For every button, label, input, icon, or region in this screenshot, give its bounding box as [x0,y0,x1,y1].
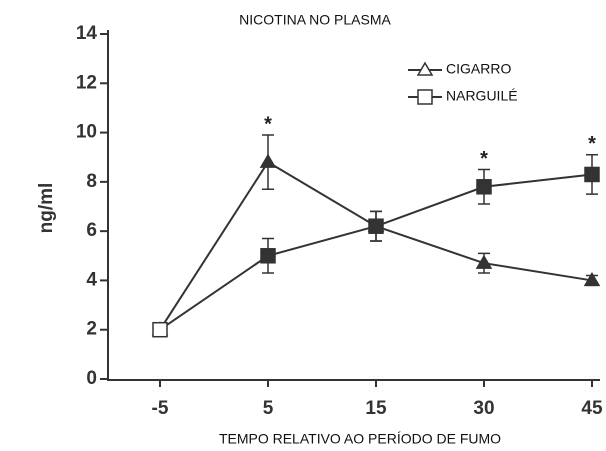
legend-label: NARGUILÉ [446,88,518,104]
x-axis-label: TEMPO RELATIVO AO PERÍODO DE FUMO [219,431,501,447]
annotation: * [480,148,488,170]
x-tick-label: 30 [473,398,494,419]
y-tick-label: 14 [76,23,98,44]
marker [152,321,168,338]
marker [417,89,433,105]
marker [260,248,276,264]
marker [583,271,601,287]
legend-label: CIGARRO [446,61,511,77]
marker [259,153,277,168]
marker [475,254,493,269]
series-line [159,173,593,331]
y-tick-label: 8 [86,171,97,192]
marker [368,218,384,234]
annotation: * [264,113,272,135]
x-tick-label: 5 [263,398,274,419]
x-tick-label: 45 [581,398,603,419]
x-tick-label: -5 [152,398,169,419]
annotation: * [588,133,596,155]
marker [584,166,600,183]
y-tick-label: 0 [86,368,97,389]
series-line [159,160,593,331]
marker [416,61,434,76]
y-tick-label: 10 [76,122,97,143]
y-tick-label: 2 [86,319,97,340]
x-tick-label: 15 [365,398,387,419]
marker [476,179,492,195]
y-axis-label: ng/ml [36,183,57,234]
y-tick-label: 12 [76,72,97,93]
chart-title: NICOTINA NO PLASMA [239,12,391,28]
y-tick-label: 6 [86,220,97,241]
y-tick-label: 4 [86,269,97,290]
